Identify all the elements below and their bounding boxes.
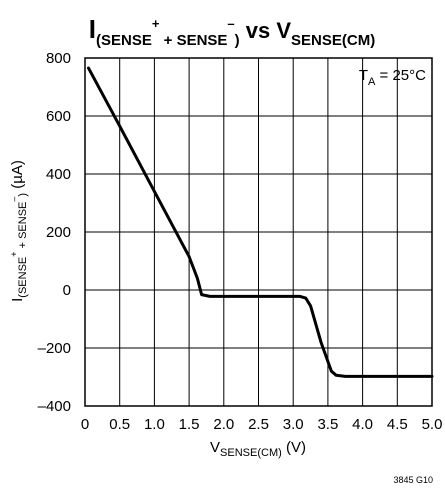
y-tick-label: –400	[38, 398, 71, 415]
y-axis-label: I(SENSE+ + SENSE–) (µA)	[9, 160, 29, 302]
x-axis-ticks: 0 0.5 1.0 1.5 2.0 2.5 3.0 3.5 4.0 4.5 5.0	[81, 416, 443, 433]
x-tick-label: 3.5	[317, 416, 338, 433]
x-axis-label: VSENSE(CM) (V)	[210, 439, 306, 459]
chart-title: I(SENSE+ + SENSE–) vs VSENSE(CM)	[89, 14, 375, 49]
y-tick-label: 400	[46, 166, 71, 183]
y-tick-label: –200	[38, 340, 71, 357]
x-tick-label: 2.5	[248, 416, 269, 433]
y-tick-label: 800	[46, 50, 71, 67]
x-tick-label: 3.0	[283, 416, 304, 433]
y-axis-ticks: –400 –200 0 200 400 600 800	[38, 50, 71, 415]
x-tick-label: 1.0	[144, 416, 165, 433]
y-tick-label: 200	[46, 224, 71, 241]
x-tick-label: 4.5	[387, 416, 408, 433]
x-tick-label: 1.5	[179, 416, 200, 433]
grid	[84, 57, 433, 407]
y-tick-label: 600	[46, 108, 71, 125]
x-tick-label: 5.0	[422, 416, 443, 433]
x-tick-label: 2.0	[213, 416, 234, 433]
data-line	[87, 66, 434, 378]
x-tick-label: 4.0	[352, 416, 373, 433]
x-tick-label: 0	[81, 416, 89, 433]
figure-note: 3845 G10	[393, 475, 433, 485]
plot-frame	[84, 57, 433, 407]
y-tick-label: 0	[63, 282, 71, 299]
x-tick-label: 0.5	[109, 416, 130, 433]
temperature-annotation: TA = 25°C	[359, 67, 426, 88]
